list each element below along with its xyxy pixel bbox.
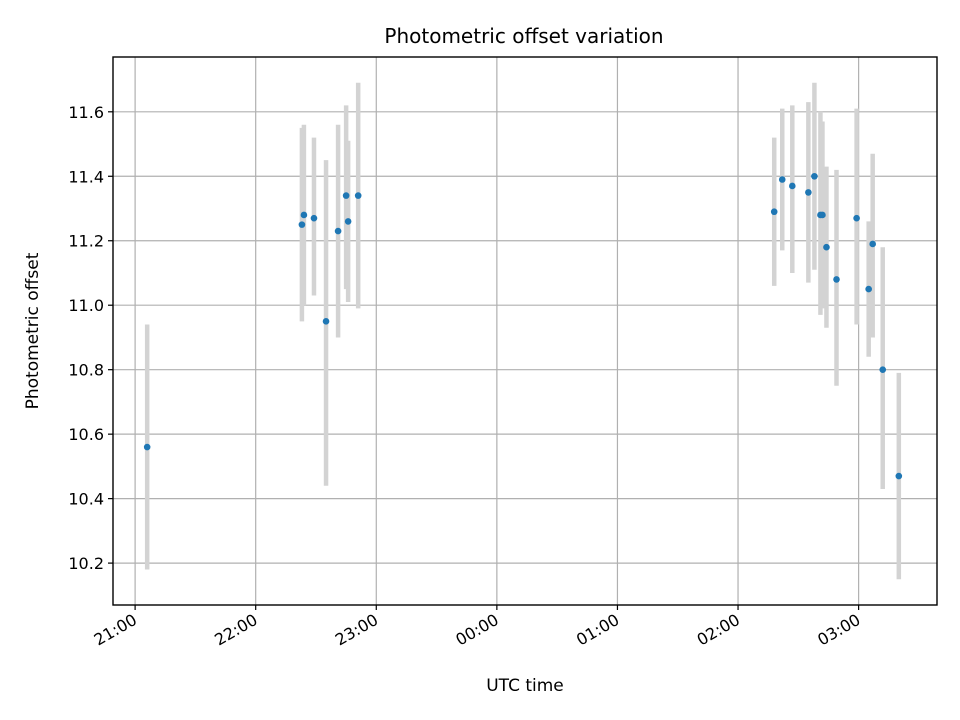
data-point xyxy=(300,211,308,219)
data-point xyxy=(833,276,840,283)
data-point xyxy=(342,192,350,199)
data-point xyxy=(310,214,318,222)
data-points xyxy=(143,172,903,480)
data-point xyxy=(334,227,342,235)
y-axis-title: Photometric offset xyxy=(23,252,43,409)
data-point xyxy=(298,221,306,228)
data-point xyxy=(823,243,830,251)
data-point xyxy=(895,472,903,480)
y-tick-label: 10.8 xyxy=(68,361,104,380)
chart-title: Photometric offset variation xyxy=(384,24,663,48)
data-point xyxy=(853,214,860,222)
x-axis-title: UTC time xyxy=(486,676,564,696)
data-point xyxy=(869,240,876,248)
grid xyxy=(113,57,937,605)
data-point xyxy=(865,285,872,293)
y-tick-label: 10.2 xyxy=(68,554,104,573)
y-tick-label: 11.2 xyxy=(68,232,104,251)
data-point xyxy=(811,172,818,180)
data-point xyxy=(805,189,812,196)
data-point xyxy=(819,211,826,219)
y-tick-label: 11.4 xyxy=(68,167,104,186)
data-point xyxy=(322,318,330,325)
y-tick-label: 11.6 xyxy=(68,103,104,122)
data-point xyxy=(344,218,352,225)
data-point xyxy=(354,192,362,199)
data-point xyxy=(879,366,887,373)
data-point xyxy=(788,182,796,190)
data-point xyxy=(770,208,778,216)
y-tick-label: 10.6 xyxy=(68,425,104,444)
data-point xyxy=(778,176,786,183)
y-tick-label: 10.4 xyxy=(68,490,104,509)
plot-frame xyxy=(112,56,938,606)
data-point xyxy=(143,443,151,451)
y-tick-label: 11.0 xyxy=(68,296,104,315)
